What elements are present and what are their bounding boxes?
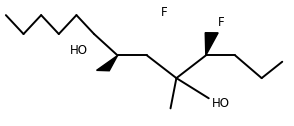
Polygon shape [96,55,118,71]
Text: HO: HO [212,97,230,110]
Text: F: F [218,16,224,29]
Text: HO: HO [70,44,88,57]
Text: F: F [161,6,168,19]
Polygon shape [205,33,218,55]
